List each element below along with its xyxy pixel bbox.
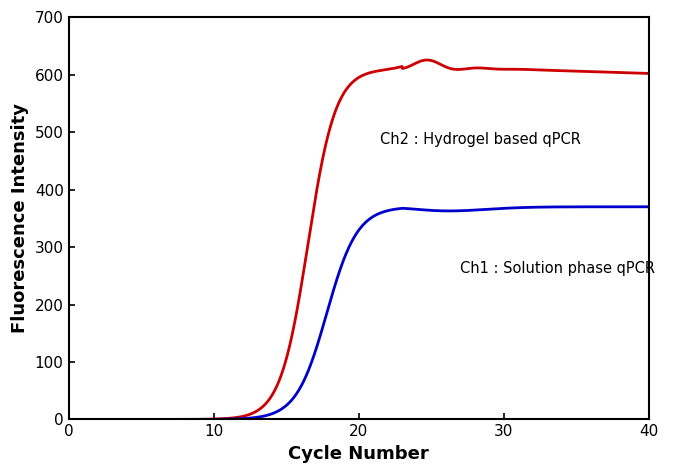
Y-axis label: Fluorescence Intensity: Fluorescence Intensity (11, 103, 29, 333)
Text: Ch2 : Hydrogel based qPCR: Ch2 : Hydrogel based qPCR (380, 132, 581, 146)
X-axis label: Cycle Number: Cycle Number (288, 445, 429, 463)
Text: Ch1 : Solution phase qPCR: Ch1 : Solution phase qPCR (460, 261, 655, 276)
